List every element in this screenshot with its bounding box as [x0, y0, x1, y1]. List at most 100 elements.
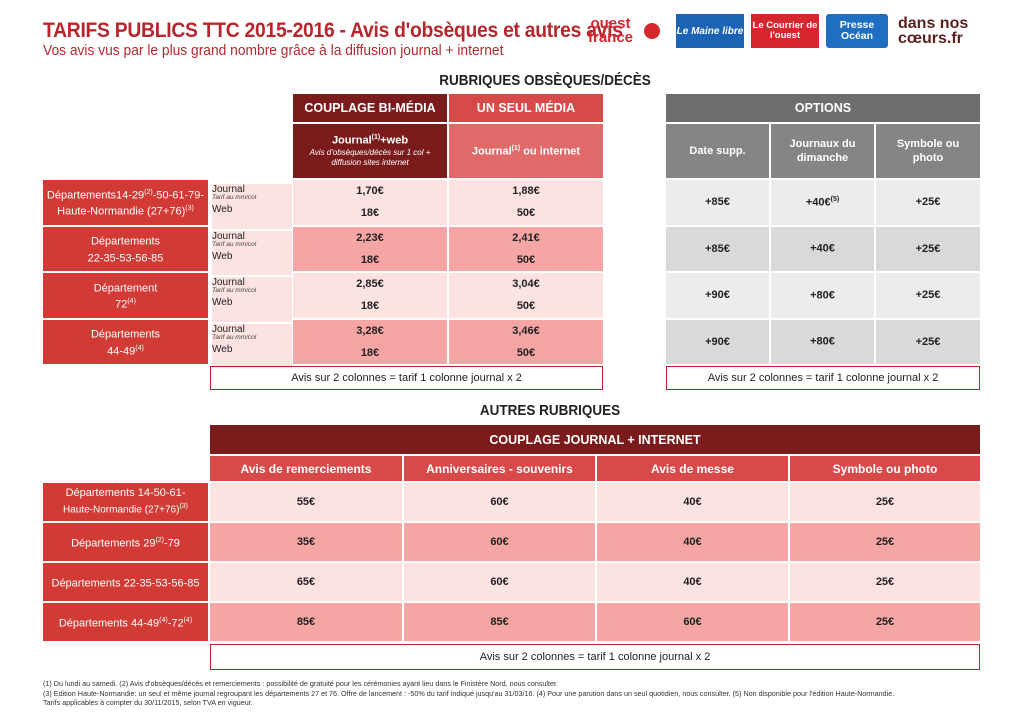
un-seul-media-header: UN SEUL MÉDIA [449, 94, 603, 122]
autres-value-cell: 60€ [404, 483, 595, 521]
logo-text-dans-nos-coeurs: dans nos cœurs.fr [898, 15, 969, 47]
autres-col-header: Avis de messe [597, 456, 788, 481]
dept-line: Départements 29(2)-79 [71, 536, 180, 550]
autres-value-cell: 60€ [404, 523, 595, 561]
options-date-cell: +90€ [666, 273, 769, 318]
journal-label: Journal [212, 323, 245, 335]
options-symbole-cell: +25€ [876, 319, 980, 364]
autres-dept-cell: Départements 14-50-61- Haute-Normandie (2… [43, 483, 208, 521]
autres-value-cell: 85€ [404, 603, 595, 641]
seul-value-cell: 3,46€ 50€ [449, 319, 603, 364]
options-dimanche-cell: +40€ [771, 226, 874, 271]
dept-line: Départements 22-35-53-56-85 [51, 577, 200, 590]
obseques-dept-cell: Départements 22-35-53-56-85 [43, 226, 208, 271]
ouest-france-mark [643, 23, 660, 39]
logo-le-courrier: Le Courrier de l'ouest [751, 14, 819, 48]
web-label: Web [212, 297, 233, 308]
footnote-2: (3) Edition Haute-Normandie: un seul et … [43, 688, 895, 698]
couplage-value-cell: 2,23€ 18€ [293, 226, 447, 271]
couplage-journal-internet-header: COUPLAGE JOURNAL + INTERNET [210, 425, 980, 454]
options-symbole-cell: +25€ [876, 273, 980, 318]
dept-line-2: Haute-Normandie (27+76)(3) [62, 503, 188, 516]
journal-label: Journal [212, 277, 245, 288]
logo-ouest-france: ouest france [580, 14, 660, 48]
obseques-section-title: RUBRIQUES OBSÈQUES/DÉCÈS [439, 72, 651, 89]
couplage-subheader: Journal(1)+web Avis d'obsèques/décès sur… [293, 124, 447, 178]
dept-line-1: Départements 14-50-61- [65, 487, 186, 500]
dept-line-2: 44-49(4) [107, 344, 144, 358]
seul-subheader: Journal(1) ou internet [449, 124, 603, 178]
seul-value-cell: 2,41€ 50€ [449, 226, 603, 271]
couplage-journal-price: 1,70€ [356, 185, 384, 198]
web-label: Web [212, 204, 233, 215]
seul-journal-price: 3,04€ [512, 278, 540, 291]
options-col-symbole: Symbole ou photo [876, 124, 980, 178]
options-date-cell: +90€ [666, 319, 769, 364]
web-label: Web [212, 343, 233, 355]
logo-text-le-maine: Le Maine libre [676, 25, 744, 37]
options-header: OPTIONS [666, 94, 980, 122]
seul-value-cell: 3,04€ 50€ [449, 273, 603, 318]
couplage-subheader-desc: Avis d'obsèques/décès sur 1 col + diffus… [309, 148, 431, 168]
logo-presse-ocean: Presse Océan [826, 14, 888, 48]
footnotes: (1) Du lundi au samedi. (2) Avis d'obsèq… [43, 679, 1003, 708]
autres-value-cell: 25€ [790, 563, 980, 601]
logo-text-le-courrier: Le Courrier de l'ouest [752, 20, 818, 41]
obseques-dept-cell: Département 72(4) [43, 273, 208, 318]
couplage-web-price: 18€ [360, 253, 380, 266]
dept-line-1: Départements14-29(2)-50-61-79- [46, 188, 205, 202]
tarif-label: Tarif au mm/col [212, 287, 257, 294]
autres-value-cell: 40€ [597, 483, 788, 521]
seul-web-price: 50€ [516, 346, 536, 359]
journal-web-labels: Journal Tarif au mm/col Web [212, 230, 292, 275]
autres-value-cell: 40€ [597, 523, 788, 561]
options-col-dimanche: Journaux du dimanche [771, 124, 874, 178]
couplage-web-price: 18€ [360, 207, 380, 220]
autres-dept-cell: Départements 44-49(4)-72(4) [43, 603, 208, 641]
dept-line-2: 72(4) [115, 298, 136, 311]
seul-web-price: 50€ [516, 253, 536, 266]
options-dimanche-cell: +40€(5) [771, 180, 874, 225]
couplage-value-cell: 1,70€ 18€ [293, 180, 447, 225]
logo-dans-nos-coeurs: dans nos cœurs.fr [898, 14, 998, 48]
options-dimanche-cell: +80€ [771, 273, 874, 318]
logo-le-maine: Le Maine libre [676, 14, 744, 48]
couplage-web-price: 18€ [360, 346, 380, 359]
autres-dept-cell: Départements 29(2)-79 [43, 523, 208, 561]
options-col-date: Date supp. [666, 124, 769, 178]
seul-journal-price: 2,41€ [512, 231, 540, 244]
obseques-dept-cell: Départements 44-49(4) [43, 319, 208, 364]
autres-col-header: Anniversaires - souvenirs [404, 456, 595, 481]
options-symbole-cell: +25€ [876, 226, 980, 271]
couplage-subheader-title: Journal(1)+web [331, 133, 409, 147]
dept-line-2: 22-35-53-56-85 [87, 252, 164, 265]
couplage-journal-price: 2,23€ [356, 231, 384, 244]
autres-note: Avis sur 2 colonnes = tarif 1 colonne jo… [210, 644, 980, 670]
logo-text-ouest-france: ouest france [587, 15, 634, 46]
couplage-value-cell: 3,28€ 18€ [293, 319, 447, 364]
couplage-journal-price: 3,28€ [356, 324, 384, 337]
web-label: Web [212, 250, 233, 262]
autres-value-cell: 25€ [790, 603, 980, 641]
autres-value-cell: 35€ [210, 523, 402, 561]
couplage-journal-price: 2,85€ [356, 278, 384, 291]
autres-value-cell: 55€ [210, 483, 402, 521]
obseques-dept-cell: Départements14-29(2)-50-61-79- Haute-Norm… [43, 180, 208, 225]
seul-journal-price: 1,88€ [512, 185, 540, 198]
seul-web-price: 50€ [516, 300, 536, 313]
journal-web-labels: Journal Tarif au mm/col Web [212, 184, 292, 229]
autres-value-cell: 85€ [210, 603, 402, 641]
journal-web-labels: Journal Tarif au mm/col Web [212, 277, 292, 322]
options-symbole-cell: +25€ [876, 180, 980, 225]
obseques-note: Avis sur 2 colonnes = tarif 1 colonne jo… [210, 366, 603, 390]
autres-value-cell: 40€ [597, 563, 788, 601]
tarif-label: Tarif au mm/col [212, 194, 257, 201]
dept-line: Départements 44-49(4)-72(4) [58, 616, 193, 630]
journal-web-labels: Journal Tarif au mm/col Web [212, 323, 292, 368]
couplage-bi-media-header: COUPLAGE BI-MÉDIA [293, 94, 447, 122]
autres-value-cell: 25€ [790, 523, 980, 561]
autres-value-cell: 60€ [597, 603, 788, 641]
footnote-3: Tarifs applicables à compter du 30/11/20… [43, 698, 253, 707]
couplage-value-cell: 2,85€ 18€ [293, 273, 447, 318]
logo-text-presse-ocean: Presse Océan [839, 19, 875, 42]
